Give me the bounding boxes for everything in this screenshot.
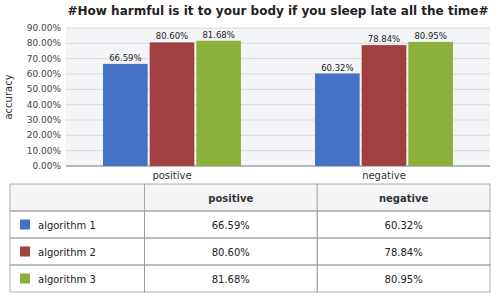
y-tick-label: 0.00% <box>32 161 61 171</box>
table-value: 80.95% <box>385 274 423 285</box>
legend-swatch <box>20 220 30 230</box>
y-tick-label: 80.00% <box>27 38 62 48</box>
legend-table: positive negative algorithm 1 66.59% 60.32% a… <box>10 184 490 292</box>
bar <box>196 41 241 166</box>
table-value: 78.84% <box>385 247 423 258</box>
table-cell <box>144 184 317 211</box>
y-tick-label: 60.00% <box>27 69 62 79</box>
table-value: 80.60% <box>212 247 250 258</box>
table-cell <box>10 238 144 265</box>
y-tick-label: 50.00% <box>27 84 62 94</box>
table-value: 66.59% <box>212 220 250 231</box>
data-labels: 66.59% 60.32% 80.60% 78.84% 81.68% 80.95% <box>109 30 447 73</box>
data-label: 81.68% <box>202 30 234 40</box>
legend-swatch <box>20 274 30 284</box>
y-axis: 0.00% 10.00% 20.00% 30.00% 40.00% 50.00% 60.00… <box>27 23 490 171</box>
grid-line <box>66 28 490 29</box>
table-cell <box>317 265 490 292</box>
y-tick-label: 70.00% <box>27 54 62 64</box>
table-cell <box>317 184 490 211</box>
data-label: 66.59% <box>109 53 141 63</box>
legend-label: algorithm 3 <box>38 274 96 285</box>
chart: #How harmful is it to your body if you s… <box>0 0 500 299</box>
table-cell <box>144 238 317 265</box>
y-tick-label: 90.00% <box>27 23 62 33</box>
bar <box>408 42 453 166</box>
table-value: 60.32% <box>385 220 423 231</box>
table-cell <box>10 184 144 211</box>
table-cell <box>317 238 490 265</box>
bar <box>362 45 407 166</box>
table-cell <box>317 211 490 238</box>
y-tick-label: 10.00% <box>27 146 62 156</box>
bar <box>315 74 360 166</box>
legend-swatch <box>20 247 30 257</box>
plot-area <box>66 28 490 166</box>
title: #How harmful is it to your body if you s… <box>68 4 489 18</box>
legend-label: algorithm 1 <box>38 220 96 231</box>
y-tick-label: 20.00% <box>27 130 62 140</box>
bar <box>150 42 195 166</box>
table-cell <box>144 211 317 238</box>
data-label: 78.84% <box>368 34 400 44</box>
legend-label: algorithm 2 <box>38 247 96 258</box>
data-label: 80.60% <box>156 31 188 41</box>
table-value: 81.68% <box>212 274 250 285</box>
table-cell <box>10 265 144 292</box>
table-header: negative <box>379 193 429 204</box>
y-axis-label: accuracy <box>3 74 14 119</box>
bar <box>103 64 148 166</box>
y-tick-label: 30.00% <box>27 115 62 125</box>
table-cell <box>10 211 144 238</box>
data-label: 60.32% <box>321 63 353 73</box>
bars <box>103 41 453 166</box>
table-cell <box>144 265 317 292</box>
table-header: positive <box>208 193 253 204</box>
data-label: 80.95% <box>414 31 446 41</box>
y-tick-label: 40.00% <box>27 100 62 110</box>
x-tick-label: positive <box>152 170 191 181</box>
x-tick-label: negative <box>362 170 406 181</box>
